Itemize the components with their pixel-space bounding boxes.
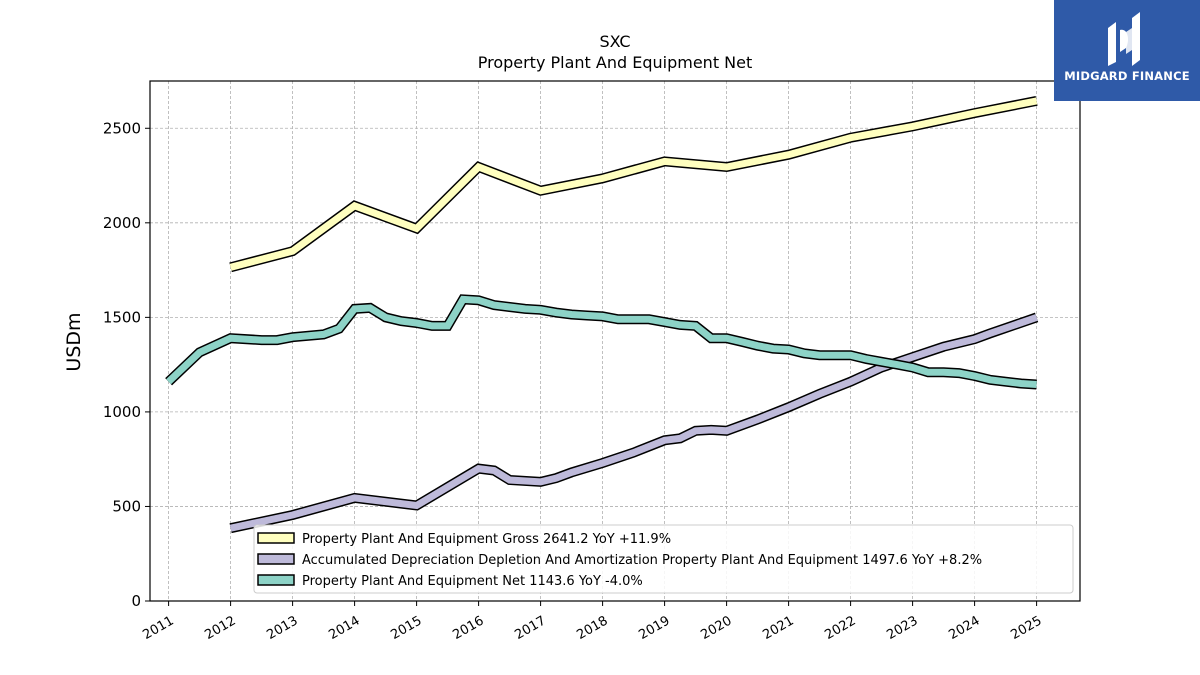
y-tick-label: 1000 xyxy=(103,403,141,421)
series-line-2 xyxy=(166,295,1037,388)
brand-logo: MIDGARD FINANCE xyxy=(1054,0,1200,101)
x-tick-label: 2021 xyxy=(760,613,796,643)
series-line-1 xyxy=(229,314,1038,532)
x-tick-label: 2014 xyxy=(326,613,362,643)
x-tick-label: 2023 xyxy=(884,613,920,643)
x-tick-label: 2011 xyxy=(140,613,176,643)
legend-box xyxy=(253,524,1074,594)
y-tick-label: 500 xyxy=(112,497,141,515)
x-tick-label: 2025 xyxy=(1008,613,1044,643)
legend: Property Plant And Equipment Gross 2641.… xyxy=(253,524,1074,594)
x-tick-label: 2019 xyxy=(636,613,672,643)
series-line-0 xyxy=(229,97,1038,271)
y-tick-label: 0 xyxy=(131,592,141,610)
legend-swatch-2 xyxy=(257,574,295,586)
legend-entry-1: Accumulated Depreciation Depletion And A… xyxy=(302,553,982,568)
chart-title: SXC xyxy=(599,32,630,51)
legend-swatch-0 xyxy=(257,532,295,544)
brand-name: MIDGARD FINANCE xyxy=(1064,69,1190,83)
y-tick-label: 1500 xyxy=(103,308,141,326)
x-tick-label: 2013 xyxy=(264,613,300,643)
legend-entry-0: Property Plant And Equipment Gross 2641.… xyxy=(302,532,671,547)
x-tick-label: 2024 xyxy=(946,613,982,643)
series-layer xyxy=(165,95,1039,534)
x-tick-label: 2020 xyxy=(698,613,734,643)
y-tick-label: 2500 xyxy=(103,119,141,137)
x-tick-label: 2015 xyxy=(388,613,424,643)
midgard-logo-icon xyxy=(1108,12,1140,66)
y-tick-label: 2000 xyxy=(103,214,141,232)
x-tick-label: 2018 xyxy=(574,613,610,643)
legend-entry-2: Property Plant And Equipment Net 1143.6 … xyxy=(302,574,643,589)
x-tick-label: 2012 xyxy=(202,613,238,643)
x-tick-label: 2022 xyxy=(822,613,858,643)
x-tick-label: 2017 xyxy=(512,613,548,643)
x-tick-label: 2016 xyxy=(450,613,486,643)
chart-subtitle: Property Plant And Equipment Net xyxy=(478,53,753,72)
legend-swatch-1 xyxy=(257,553,295,565)
y-axis-label: USDm xyxy=(63,312,85,371)
plot-frame xyxy=(149,80,1081,602)
